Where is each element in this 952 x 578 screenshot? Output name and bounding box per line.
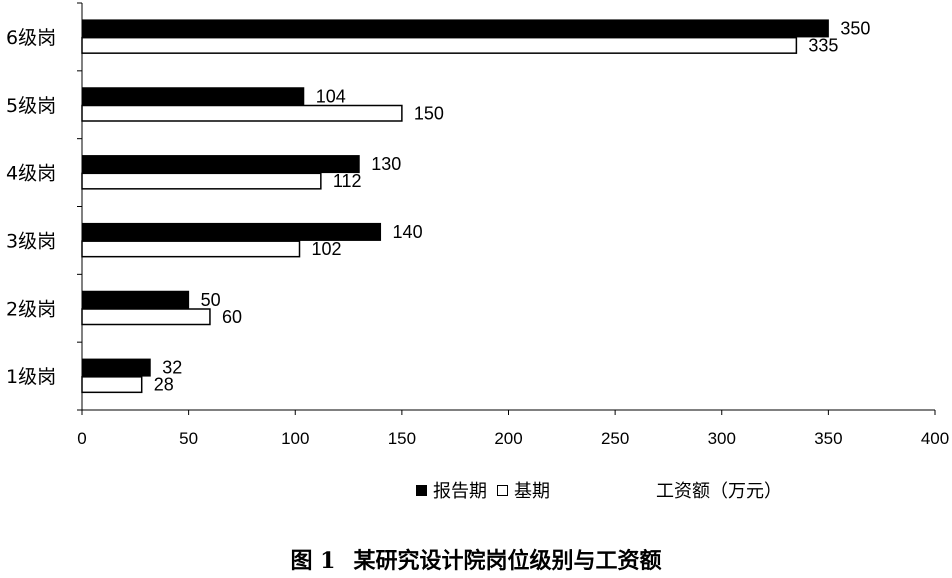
bar-series-2	[81, 308, 211, 326]
x-axis-unit-label: 工资额（万元）	[656, 481, 782, 502]
data-label: 28	[154, 375, 174, 395]
bar-series-1	[81, 290, 190, 309]
data-label: 104	[316, 86, 346, 106]
y-category-label: 5级岗	[6, 95, 56, 117]
x-tick-label: 200	[494, 429, 522, 448]
bar-series-1	[81, 87, 305, 106]
bar-series-2	[81, 240, 301, 258]
legend-label-series-2: 基期	[514, 481, 550, 502]
chart-legend: 报告期 基期 工资额（万元）	[416, 478, 782, 502]
x-tick-label: 250	[601, 429, 629, 448]
x-tick-label: 150	[388, 429, 416, 448]
y-category-label: 2级岗	[6, 298, 56, 320]
legend-swatch-series-2	[497, 484, 508, 496]
data-label: 60	[222, 307, 242, 327]
bar-series-1	[81, 222, 382, 241]
data-label: 140	[393, 222, 423, 242]
bar-series-1	[81, 358, 151, 377]
x-tick-label: 0	[77, 429, 86, 448]
legend-swatch-series-1	[416, 484, 427, 496]
data-label: 102	[312, 239, 342, 259]
x-tick-label: 350	[814, 429, 842, 448]
legend-label-series-1: 报告期	[433, 481, 487, 502]
x-tick-label: 300	[708, 429, 736, 448]
data-label: 335	[808, 35, 838, 55]
y-category-label: 3级岗	[6, 230, 56, 252]
data-label: 32	[162, 358, 182, 378]
bar-series-1	[81, 155, 360, 174]
figure-number: 图 1	[290, 548, 336, 574]
figure-caption: 图 1 某研究设计院岗位级别与工资额	[0, 543, 952, 575]
x-tick-label: 400	[921, 429, 949, 448]
data-label: 50	[201, 290, 221, 310]
data-label: 350	[840, 18, 870, 38]
y-category-label: 4级岗	[6, 163, 56, 185]
data-label: 130	[371, 154, 401, 174]
figure-title: 某研究设计院岗位级别与工资额	[353, 548, 662, 574]
bar-series-1	[81, 19, 829, 38]
y-category-label: 1级岗	[6, 366, 56, 388]
data-label: 150	[414, 103, 444, 123]
bar-series-2	[81, 172, 322, 190]
bar-series-2	[81, 376, 143, 394]
y-category-label: 6级岗	[6, 27, 56, 49]
legend-item-series-2: 基期	[497, 477, 550, 503]
bar-series-2	[81, 104, 403, 122]
data-label: 112	[333, 171, 362, 191]
x-tick-label: 50	[179, 429, 198, 448]
bar-series-2	[81, 36, 798, 54]
legend-item-series-1: 报告期	[416, 477, 487, 503]
x-tick-label: 100	[281, 429, 309, 448]
